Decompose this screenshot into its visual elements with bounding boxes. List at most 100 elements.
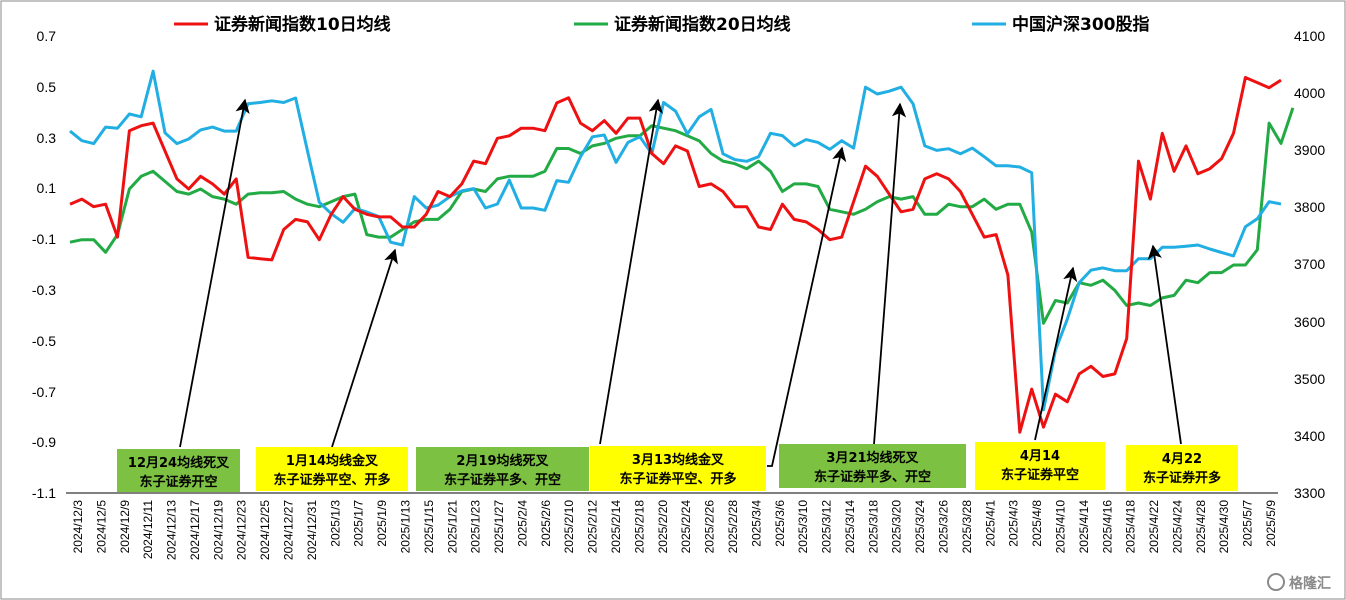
x-tick-label: 2024/12/17 <box>188 500 202 560</box>
x-tick-label: 2024/12/13 <box>165 500 179 560</box>
annotation-detail: 东子证券平空、开多 <box>273 472 390 488</box>
right-tick-label: 3400 <box>1294 428 1325 444</box>
right-tick-label: 3500 <box>1294 371 1325 387</box>
annotation-arrow <box>179 98 250 448</box>
annotation-arrows <box>179 98 1182 467</box>
x-tick-label: 2025/4/18 <box>1124 500 1138 554</box>
x-tick-label: 2025/1/15 <box>422 500 436 554</box>
x-tick-label: 2024/12/9 <box>118 500 132 554</box>
watermark: 格隆汇 <box>1267 573 1331 592</box>
x-tick-label: 2025/5/7 <box>1241 500 1255 547</box>
annotation-box-bg <box>416 447 589 491</box>
annotation-arrow <box>873 102 907 445</box>
x-axis-ticks: 2024/12/3 2024/12/5 2024/12/9 2024/12/11 202… <box>71 500 1278 560</box>
annotation-arrow <box>1034 266 1078 441</box>
annotation-box-bg <box>117 449 240 492</box>
x-tick-label: 2025/4/3 <box>1007 500 1021 547</box>
x-tick-label: 2025/2/18 <box>632 500 646 554</box>
x-tick-label: 2024/12/25 <box>258 500 272 560</box>
right-tick-label: 4000 <box>1294 85 1325 101</box>
series-line-csi300 <box>69 69 1282 412</box>
x-tick-label: 2025/3/14 <box>843 500 857 554</box>
x-tick-label: 2025/3/26 <box>937 500 951 554</box>
x-tick-label: 2025/2/26 <box>703 500 717 554</box>
series-line-20d-ma <box>69 107 1295 325</box>
series-line-10d-ma <box>69 76 1282 434</box>
left-axis: 0.7 0.5 0.3 0.1 -0.1 -0.3 -0.5 -0.7 -0.9… <box>32 28 56 501</box>
left-tick-label: -1.1 <box>32 485 56 501</box>
x-tick-label: 2024/12/5 <box>94 500 108 554</box>
annotation-box: 4月22 东子证券开多 <box>1126 445 1238 491</box>
left-tick-label: 0.1 <box>37 180 57 196</box>
x-tick-label: 2025/4/14 <box>1077 500 1091 554</box>
annotation-box-bg <box>590 446 766 491</box>
annotation-arrow <box>599 98 663 445</box>
annotation-arrow <box>331 248 398 448</box>
annotation-arrow <box>1147 244 1182 445</box>
annotation-box: 4月14 东子证券平空 <box>975 442 1105 490</box>
annotation-detail: 东子证券开空 <box>139 474 217 490</box>
annotation-title: 4月22 <box>1162 452 1202 467</box>
x-tick-label: 2025/4/30 <box>1217 500 1231 554</box>
x-tick-label: 2025/1/3 <box>328 500 342 547</box>
x-tick-label: 2024/12/11 <box>141 500 155 559</box>
left-tick-label: -0.9 <box>32 434 56 450</box>
annotation-box-bg <box>256 447 408 491</box>
legend: 证券新闻指数10日均线 证券新闻指数20日均线 中国沪深300股指 <box>174 14 1150 35</box>
x-tick-label: 2025/3/18 <box>866 500 880 554</box>
left-tick-label: 0.5 <box>37 79 57 95</box>
x-tick-label: 2025/4/8 <box>1030 500 1044 547</box>
annotation-detail: 东子证券开多 <box>1143 470 1221 486</box>
x-tick-label: 2025/2/10 <box>562 500 576 554</box>
x-tick-label: 2025/2/14 <box>609 500 623 554</box>
annotation-box-bg <box>779 444 966 488</box>
x-tick-label: 2025/3/28 <box>960 500 974 554</box>
x-tick-label: 2025/1/23 <box>469 500 483 554</box>
x-tick-label: 2025/2/24 <box>679 500 693 554</box>
x-tick-label: 2025/3/20 <box>890 500 904 554</box>
right-tick-label: 3900 <box>1294 142 1325 158</box>
annotation-arrow <box>767 146 847 467</box>
annotation-detail: 东子证券平空 <box>1001 467 1079 483</box>
annotation-detail: 东子证券平多、开空 <box>444 472 561 488</box>
annotation-title: 12月24均线死叉 <box>128 455 230 471</box>
series-layer <box>69 69 1295 434</box>
left-tick-label: -0.7 <box>32 384 56 400</box>
annotation-title: 3月21均线死叉 <box>826 450 919 466</box>
left-tick-label: -0.1 <box>32 231 56 247</box>
right-axis: 4100 4000 3900 3800 3700 3600 3500 3400 … <box>1294 28 1325 501</box>
legend-label-10d: 证券新闻指数10日均线 <box>214 14 391 35</box>
x-tick-label: 2024/12/31 <box>305 500 319 560</box>
x-tick-label: 2025/2/4 <box>516 500 530 547</box>
annotation-detail: 东子证券平空、开多 <box>619 471 736 487</box>
x-tick-label: 2025/3/10 <box>796 500 810 554</box>
annotation-title: 2月19均线死叉 <box>456 453 549 469</box>
right-tick-label: 3700 <box>1294 256 1325 272</box>
left-tick-label: -0.3 <box>32 282 56 298</box>
x-tick-label: 2025/2/12 <box>586 500 600 554</box>
right-tick-label: 3800 <box>1294 199 1325 215</box>
right-tick-label: 3600 <box>1294 314 1325 330</box>
x-tick-label: 2025/4/16 <box>1100 500 1114 554</box>
watermark-text: 格隆汇 <box>1289 575 1331 592</box>
x-tick-label: 2024/12/3 <box>71 500 85 554</box>
x-tick-label: 2025/4/28 <box>1194 500 1208 554</box>
x-tick-label: 2025/3/6 <box>773 500 787 547</box>
annotation-box-bg <box>975 442 1105 490</box>
x-tick-label: 2025/4/1 <box>983 500 997 547</box>
x-tick-label: 2025/4/10 <box>1054 500 1068 554</box>
left-tick-label: 0.7 <box>37 28 57 44</box>
x-tick-label: 2024/12/19 <box>211 500 225 560</box>
x-tick-label: 2025/1/9 <box>375 500 389 547</box>
x-tick-label: 2025/4/24 <box>1170 500 1184 554</box>
annotation-title: 4月14 <box>1020 449 1060 464</box>
annotation-boxes: 12月24均线死叉东子证券开空1月14均线金叉东子证券平空、开多2月19均线死叉… <box>117 442 1238 492</box>
x-tick-label: 2025/3/4 <box>749 500 763 547</box>
legend-label-csi300: 中国沪深300股指 <box>1012 14 1150 35</box>
x-tick-label: 2025/4/22 <box>1147 500 1161 554</box>
